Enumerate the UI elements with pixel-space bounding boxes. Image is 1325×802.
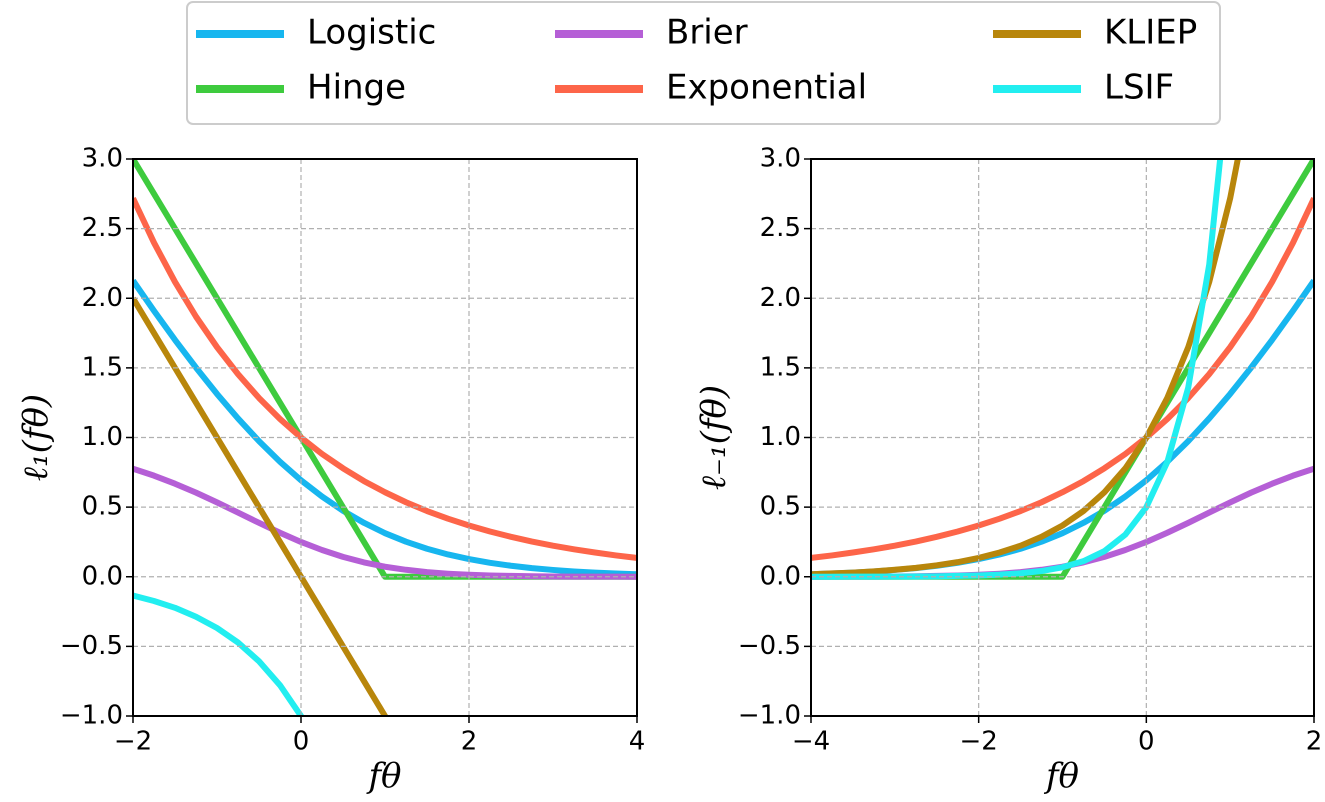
x-tick-label: −4 [792,727,830,757]
legend-label: Exponential [666,68,867,108]
series-line [811,278,1314,578]
x-tick-label: 0 [1138,727,1155,757]
y-tick-label: 2.0 [760,283,801,313]
y-tick-label: 2.5 [760,213,801,243]
series-line [133,278,637,578]
y-tick-label: 1.5 [82,352,123,382]
y-axis-label: ℓ₁(fθ) [16,394,56,481]
y-tick-label: 2.0 [82,283,123,313]
y-tick-label: 1.5 [760,352,801,382]
y-tick-label: −1.0 [60,701,123,731]
series-line [133,196,637,561]
x-axis-label: fθ [365,756,401,796]
y-tick-label: 0.5 [82,492,123,522]
axes-frame [132,158,638,717]
legend-label: LSIF [1104,68,1174,108]
series-line [133,296,389,716]
y-tick-label: 1.0 [760,422,801,452]
series-line [133,592,305,716]
legend-label: Hinge [307,68,406,108]
x-tick-label: 4 [629,727,646,757]
y-tick-label: −1.0 [738,701,801,731]
x-tick-label: 0 [293,727,310,757]
y-tick-label: 0.5 [760,492,801,522]
legend-label: Logistic [307,13,436,53]
series-line [811,159,1241,578]
y-tick-label: 0.0 [82,561,123,591]
series-line [133,465,637,580]
series-line [811,159,1224,580]
x-tick-label: 2 [461,727,478,757]
y-tick-label: 1.0 [82,422,123,452]
x-tick-label: −2 [114,727,152,757]
x-tick-label: 2 [1306,727,1323,757]
y-tick-label: −0.5 [60,631,123,661]
legend-label: Brier [666,13,748,53]
y-tick-label: 3.0 [82,144,123,174]
y-tick-label: 3.0 [760,144,801,174]
y-axis-label: ℓ₋₁(fθ) [694,385,734,490]
y-tick-label: 2.5 [82,213,123,243]
legend-box [186,1,1221,125]
y-tick-label: 0.0 [760,561,801,591]
plot-area [811,159,1314,580]
plot-area [133,159,637,716]
x-tick-label: −2 [960,727,998,757]
axes-frame [810,158,1315,717]
series-line [811,196,1314,561]
legend-label: KLIEP [1104,13,1197,53]
x-axis-label: fθ [1043,756,1079,796]
y-tick-label: −0.5 [738,631,801,661]
